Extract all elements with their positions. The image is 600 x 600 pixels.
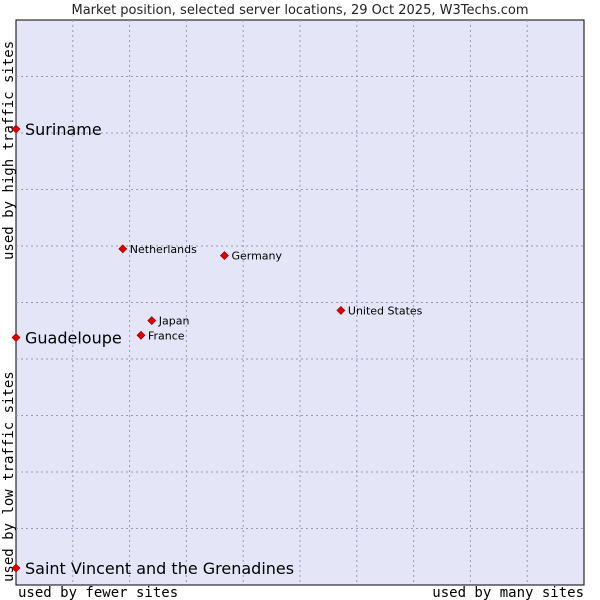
point-label-japan: Japan bbox=[158, 315, 190, 328]
point-label-germany: Germany bbox=[231, 250, 282, 263]
point-label-guadeloupe: Guadeloupe bbox=[25, 329, 122, 348]
point-marker-saint-vincent-and-the-grenadines bbox=[11, 563, 21, 573]
x-axis-label-high: used by many sites bbox=[432, 585, 584, 600]
chart-title: Market position, selected server locatio… bbox=[71, 3, 528, 18]
point-marker-netherlands bbox=[118, 244, 128, 254]
point-marker-united-states bbox=[336, 305, 346, 315]
point-marker-france bbox=[136, 330, 146, 340]
data-points: Suriname Guadeloupe Saint Vincent and the … bbox=[11, 120, 423, 578]
x-axis-label-low: used by fewer sites bbox=[18, 585, 178, 600]
point-marker-guadeloupe bbox=[11, 333, 21, 342]
point-label-netherlands: Netherlands bbox=[130, 243, 197, 256]
point-marker-germany bbox=[220, 251, 229, 261]
y-axis-label-high: used by high traffic sites bbox=[1, 41, 17, 260]
point-label-united-states: United States bbox=[348, 304, 423, 317]
point-marker-suriname bbox=[11, 124, 21, 134]
y-axis-label-low: used by low traffic sites bbox=[1, 371, 17, 582]
point-label-saint-vincent-and-the-grenadines: Saint Vincent and the Grenadines bbox=[25, 559, 294, 578]
grid-lines bbox=[16, 20, 584, 585]
point-marker-japan bbox=[147, 316, 157, 326]
point-label-france: France bbox=[148, 329, 185, 342]
point-label-suriname: Suriname bbox=[25, 120, 102, 139]
